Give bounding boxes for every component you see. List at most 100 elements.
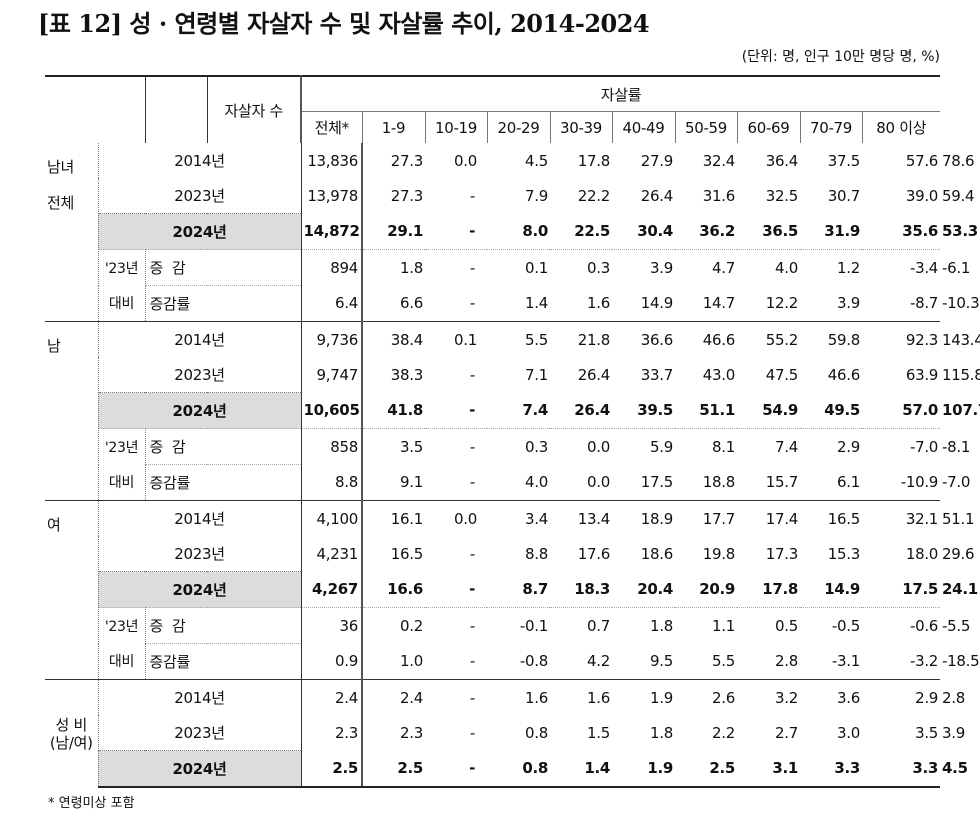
rate-cell: 0.1 <box>425 321 487 357</box>
rate-cell: 0.0 <box>550 428 612 465</box>
rate-cell: 15.7 <box>765 473 799 492</box>
rate-cell: 1.0 <box>400 652 423 671</box>
rate-cell: 39.0 <box>905 186 939 205</box>
count-cell: 14,872 <box>301 213 363 250</box>
rate-cell: - <box>469 294 475 313</box>
rate-cell: 32.1 <box>862 500 941 536</box>
rate-cell: 8.7 <box>522 580 548 599</box>
rate-cell: 39.5 <box>637 401 673 420</box>
rate-cell: - <box>469 580 475 599</box>
rate-cell: 2.5 <box>675 750 737 788</box>
rate-cell: -3.4 <box>862 249 941 286</box>
count-cell: 8.8 <box>301 464 363 501</box>
count-cell: 36 <box>301 607 363 644</box>
rate-cell: 14.9 <box>824 580 860 599</box>
rate-cell: - <box>425 750 487 788</box>
rate-cell: 7.9 <box>525 186 548 205</box>
diff-label: '23년 <box>98 428 146 465</box>
rate-cell: 7.1 <box>525 365 548 384</box>
rate-cell: 36.6 <box>612 321 675 357</box>
rate-cell: 1.4 <box>525 294 548 313</box>
rate-cell: 16.5 <box>390 544 424 563</box>
rate-cell: 2.3 <box>400 723 423 742</box>
rate-cell: 41.8 <box>387 401 423 420</box>
row-label: 2023년 <box>98 536 302 572</box>
table-row: '23년 증 감 36 0.2- -0.1 0.7 1.8 1.1 0.5 -0.5 -0.6 -5.… <box>45 607 970 644</box>
row-label: 2024년 <box>98 571 302 608</box>
rate-cell: 15.3 <box>827 544 861 563</box>
rate-cell: 17.8 <box>577 151 611 170</box>
rate-cell: 17.7 <box>675 500 737 536</box>
rate-cell: 3.4 <box>487 500 550 536</box>
rate-cell: 2.5 <box>362 750 425 788</box>
rate-cell: 47.5 <box>765 365 799 384</box>
rate-cell: 38.3 <box>390 365 424 384</box>
rate-cell: 31.6 <box>702 186 736 205</box>
rate-cell: 17.3 <box>765 544 799 563</box>
count-cell: 9,736 <box>301 321 363 357</box>
rate-cell: 3.9 <box>612 249 675 286</box>
row-label: 2023년 <box>98 715 302 751</box>
rate-cell: 3.5 <box>362 428 425 465</box>
rate-cell: -7.0 <box>862 428 941 465</box>
rate-cell: 1.2 <box>800 249 862 286</box>
rate-cell: 27.3 <box>390 151 424 170</box>
rate-cell: 2.7 <box>775 723 798 742</box>
header-age-5: 40-49 <box>611 111 675 143</box>
count-cell: 858 <box>301 428 363 465</box>
rate-cell: 8.8 <box>525 544 548 563</box>
rate-cell: 3.3 <box>800 750 862 788</box>
rate-cell: 27.9 <box>640 151 674 170</box>
group-label: 성 비 (남/여) <box>45 679 99 787</box>
footnote: * 연령미상 포함 <box>48 796 135 811</box>
diff-label: 대비 <box>98 285 146 322</box>
rate-cell: 57.0 <box>902 401 939 420</box>
rate-cell: 0.0 <box>425 500 487 536</box>
rate-cell: 0.0 <box>587 473 610 492</box>
rate-cell: 36.4 <box>765 151 799 170</box>
rate-cell: 46.6 <box>675 321 737 357</box>
rate-cell: 0.5 <box>737 607 800 644</box>
rate-cell: - <box>469 365 475 384</box>
rate-cell: -10.9 <box>900 473 939 492</box>
table-row: 남 2014년 9,736 38.4 0.1 5.5 21.8 36.6 46.6 55.2 59.… <box>45 321 980 501</box>
row-label: 2023년 <box>98 178 302 214</box>
rate-cell: 22.2 <box>577 186 611 205</box>
rate-cell: 4.0 <box>737 249 800 286</box>
table-row: 성 비 (남/여) 2014년 2.4 2.4-1.6 1.6 1.9 2.6 3.2 3.6 2… <box>45 679 965 787</box>
count-cell: 4,231 <box>301 536 363 572</box>
rate-cell: 26.4 <box>574 401 610 420</box>
rate-cell: 38.4 <box>362 321 425 357</box>
diff-label: 대비 <box>98 464 146 501</box>
rate-cell: 13.4 <box>550 500 612 536</box>
diff-label: '23년 <box>98 607 146 644</box>
count-cell: 4,267 <box>301 571 363 608</box>
row-label: 증감률 <box>145 464 302 501</box>
rate-cell: 55.2 <box>737 321 800 357</box>
header-rate: 자살률 <box>301 75 941 112</box>
rate-cell: 1.5 <box>587 723 610 742</box>
rate-cell: - <box>469 473 475 492</box>
rate-cell: 0.7 <box>550 607 612 644</box>
table-row: 2023년 9,747 38.3 - 7.1 26.4 33.7 43.0 47.5 46.6 63… <box>45 357 980 393</box>
table-row: 대비 증감률 0.9 1.0- -0.8 4.2 9.5 5.5 2.8 -3.1 -3.2 -18.… <box>45 643 980 680</box>
rate-cell: 27.3 <box>390 186 424 205</box>
count-cell: 13,836 <box>301 143 363 178</box>
table-row: 2024년 2.5 2.5-0.8 1.4 1.9 2.5 3.1 3.3 3.3 4.5 <box>45 750 968 788</box>
rate-cell: 31.9 <box>824 222 860 241</box>
rate-cell: 1.9 <box>612 679 675 715</box>
rate-cell: 18.6 <box>640 544 674 563</box>
rate-cell: 17.5 <box>902 580 939 599</box>
table-row: 2023년 13,978 27.3 - 7.9 22.2 26.4 31.6 32.5 30.7 3… <box>45 178 975 214</box>
rate-cell: 12.2 <box>765 294 799 313</box>
rate-cell: 16.1 <box>362 500 425 536</box>
rate-cell: 3.3 <box>862 750 941 788</box>
row-label: 증 감 <box>145 249 302 286</box>
table-row: 2024년 4,267 16.6 - 8.7 18.3 20.4 20.9 17.8 14.9 17… <box>45 571 978 608</box>
count-cell: 2.5 <box>301 750 363 788</box>
header-age-6: 50-59 <box>674 111 737 143</box>
table-row: 대비 증감률 8.8 9.1-4.0 0.0 17.5 18.8 15.7 6.1 -10.9 -7… <box>45 464 970 501</box>
rate-cell: 0.8 <box>525 723 548 742</box>
rate-cell: 14.9 <box>640 294 674 313</box>
rate-cell: 3.5 <box>915 723 939 742</box>
